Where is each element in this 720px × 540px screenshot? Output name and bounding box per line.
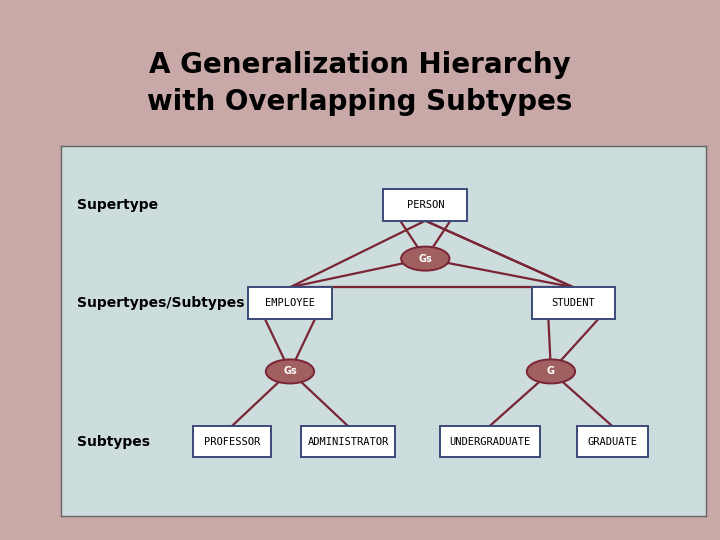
FancyBboxPatch shape [193,426,271,457]
Text: Subtypes: Subtypes [77,435,150,449]
Ellipse shape [266,360,314,383]
FancyBboxPatch shape [301,426,395,457]
FancyBboxPatch shape [248,287,332,319]
Text: PERSON: PERSON [407,200,444,210]
Text: GRADUATE: GRADUATE [588,437,637,447]
Text: EMPLOYEE: EMPLOYEE [265,298,315,308]
Text: A Generalization Hierarchy
with Overlapping Subtypes: A Generalization Hierarchy with Overlapp… [148,51,572,116]
Text: 30: 30 [670,505,688,519]
FancyBboxPatch shape [531,287,616,319]
Text: G: G [547,367,555,376]
Text: Gs: Gs [283,367,297,376]
Ellipse shape [401,247,449,271]
FancyBboxPatch shape [440,426,540,457]
FancyBboxPatch shape [577,426,647,457]
Text: Gs: Gs [418,254,432,264]
Text: Supertype: Supertype [77,198,158,212]
Text: UNDERGRADUATE: UNDERGRADUATE [449,437,531,447]
Text: Supertypes/Subtypes: Supertypes/Subtypes [77,296,245,310]
Text: PROFESSOR: PROFESSOR [204,437,260,447]
Text: ADMINISTRATOR: ADMINISTRATOR [307,437,389,447]
FancyBboxPatch shape [383,189,467,221]
Ellipse shape [527,360,575,383]
Text: STUDENT: STUDENT [552,298,595,308]
